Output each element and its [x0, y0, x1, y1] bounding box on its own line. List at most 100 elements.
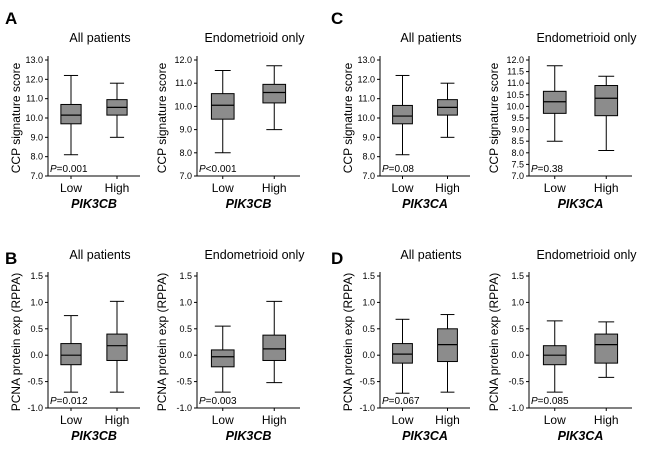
y-tick-label: 12.0 — [506, 55, 524, 65]
p-value-annotation: P=0.067 — [382, 396, 420, 407]
box-iqr — [210, 93, 235, 120]
x-tick-label: Low — [391, 413, 413, 427]
y-tick-label: -1.0 — [176, 403, 192, 413]
y-tick-label: 10.0 — [25, 113, 43, 123]
y-tick-label: -0.5 — [359, 377, 375, 387]
y-tick-label: 0.0 — [511, 350, 524, 360]
y-tick-label: 12.0 — [25, 74, 43, 84]
box-iqr — [594, 333, 619, 364]
x-tick-label: Low — [544, 181, 566, 195]
y-tick-label: 7.0 — [179, 171, 192, 181]
chart-1: All patients 7.0 8.0 9.0 10.0 11.0 12.0 13.0CCP… — [9, 31, 140, 211]
x-axis-label: PIK3CA — [558, 197, 604, 211]
y-tick-label: 12.0 — [357, 74, 375, 84]
p-value-prefix: P — [382, 396, 389, 407]
x-tick-label: High — [105, 181, 130, 195]
x-tick-label: High — [594, 181, 619, 195]
y-tick-label: 1.5 — [362, 271, 375, 281]
chart-8: Endometrioid only -1.0 -0.5 0.0 0.5 1.0 1.5 PCN… — [487, 248, 637, 443]
y-tick-label: 11.0 — [26, 94, 43, 104]
p-value-prefix: P — [50, 164, 57, 175]
p-value-text: =0.085 — [538, 396, 569, 407]
y-axis-label: PCNA protein exp (RPPA) — [9, 273, 23, 412]
y-tick-label: 7.0 — [30, 171, 43, 181]
box-iqr — [60, 103, 82, 125]
p-value-text: =0.38 — [538, 164, 564, 175]
x-tick-label: Low — [60, 181, 82, 195]
x-axis-label: PIK3CA — [402, 429, 448, 443]
chart-7: All patients -1.0 -0.5 0.0 0.5 1.0 1.5 PCNA pro… — [341, 248, 470, 443]
y-tick-label: 11.0 — [175, 78, 192, 88]
p-value-annotation: P=0.085 — [531, 396, 569, 407]
y-tick-label: 1.5 — [511, 271, 524, 281]
y-tick-label: 1.5 — [30, 271, 43, 281]
y-tick-label: 7.0 — [362, 171, 375, 181]
p-value-text: =0.08 — [389, 164, 415, 175]
box-iqr — [262, 83, 287, 104]
box-iqr — [392, 343, 413, 364]
box-iqr — [210, 349, 235, 368]
y-tick-label: 0.0 — [179, 350, 192, 360]
x-axis-label: PIK3CB — [226, 197, 272, 211]
chart-title: All patients — [400, 248, 461, 262]
x-tick-label: Low — [60, 413, 82, 427]
p-value-prefix: P — [50, 396, 57, 407]
x-tick-label: High — [105, 413, 130, 427]
y-tick-label: 7.0 — [511, 171, 524, 181]
y-tick-label: 0.5 — [179, 324, 192, 334]
y-tick-label: 9.0 — [511, 125, 524, 135]
panel-label-b: B — [5, 249, 17, 268]
x-tick-label: High — [262, 181, 287, 195]
y-axis-label: CCP signature score — [341, 62, 355, 173]
x-tick-label: Low — [544, 413, 566, 427]
y-tick-label: 0.0 — [362, 350, 375, 360]
chart-title: Endometrioid only — [204, 248, 305, 262]
p-value-annotation: P=0.08 — [382, 164, 414, 175]
p-value-text: =0.012 — [57, 396, 88, 407]
box-iqr — [106, 333, 128, 361]
panel-label-d: D — [331, 249, 343, 268]
y-tick-label: 9.0 — [30, 132, 43, 142]
x-axis-label: PIK3CA — [402, 197, 448, 211]
chart-title: All patients — [69, 248, 130, 262]
box-iqr — [262, 334, 287, 361]
box-iqr — [60, 343, 82, 366]
y-tick-label: 10.5 — [506, 90, 524, 100]
y-tick-label: 11.0 — [507, 78, 524, 88]
p-value-prefix: P — [382, 164, 389, 175]
y-axis-label: PCNA protein exp (RPPA) — [341, 273, 355, 412]
chart-title: Endometrioid only — [536, 31, 637, 45]
y-tick-label: 9.0 — [179, 125, 192, 135]
x-tick-label: High — [262, 413, 287, 427]
chart-3: All patients 7.0 8.0 9.0 10.0 11.0 12.0 13.0CCP… — [341, 31, 470, 211]
y-axis-label: PCNA protein exp (RPPA) — [487, 273, 501, 412]
x-axis-label: PIK3CB — [226, 429, 272, 443]
y-tick-label: 11.0 — [358, 94, 375, 104]
y-axis-label: CCP signature score — [487, 62, 501, 173]
y-tick-label: 8.5 — [511, 136, 524, 146]
p-value-annotation: P=0.003 — [199, 396, 237, 407]
y-tick-label: 1.0 — [511, 297, 524, 307]
y-tick-label: 10.0 — [174, 101, 192, 111]
p-value-prefix: P — [531, 396, 538, 407]
y-tick-label: 0.5 — [362, 324, 375, 334]
x-axis-label: PIK3CB — [71, 429, 117, 443]
y-tick-label: -1.0 — [27, 403, 43, 413]
y-tick-label: 13.0 — [25, 55, 43, 65]
y-axis-label: PCNA protein exp (RPPA) — [155, 273, 169, 412]
panel-label-c: C — [331, 9, 343, 28]
x-tick-label: High — [435, 181, 460, 195]
y-tick-label: 8.0 — [30, 152, 43, 162]
p-value-text: <0.001 — [206, 164, 237, 175]
y-tick-label: 7.5 — [511, 159, 524, 169]
y-axis-label: CCP signature score — [9, 62, 23, 173]
chart-4: Endometrioid only7.07.58.08.59.09.510.01… — [487, 31, 637, 211]
p-value-text: =0.001 — [57, 164, 88, 175]
p-value-annotation: P=0.001 — [50, 164, 88, 175]
chart-5: All patients -1.0 -0.5 0.0 0.5 1.0 1.5 PCNA pro… — [9, 248, 140, 443]
y-tick-label: -0.5 — [27, 377, 43, 387]
x-axis-label: PIK3CA — [558, 429, 604, 443]
p-value-prefix: P — [531, 164, 538, 175]
y-tick-label: 8.0 — [511, 148, 524, 158]
